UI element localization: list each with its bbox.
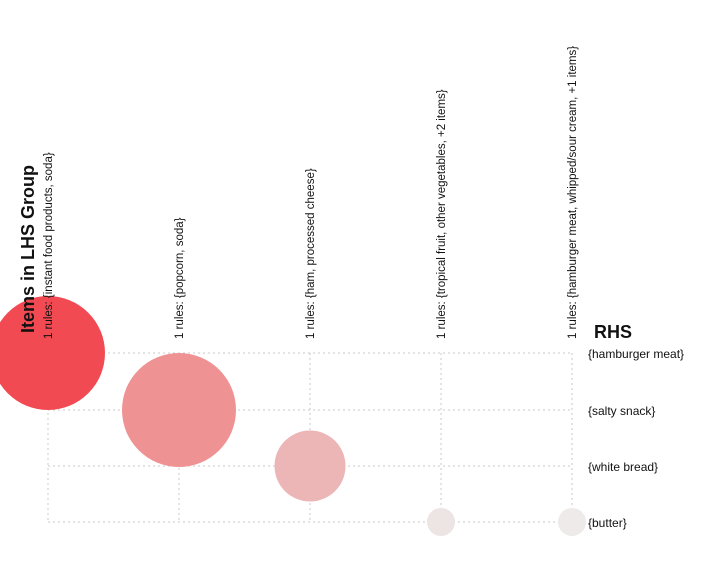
bubble-point[interactable]: 1 rules: {instant food products, soda} →… — [0, 296, 105, 410]
column-label: 1 rules: {popcorn, soda} — [174, 217, 186, 339]
column-label: 1 rules: {ham, processed cheese} — [305, 168, 317, 339]
x-axis-title: Items in LHS Group — [18, 165, 38, 333]
column-labels: 1 rules: {instant food products, soda} 1 … — [43, 46, 579, 339]
bubble-point[interactable]: 1 rules: {hamburger meat, whipped/sour c… — [557, 507, 587, 537]
point-layer: 1 rules: {instant food products, soda} →… — [0, 296, 587, 537]
row-label: {white bread} — [588, 460, 658, 474]
bubble-point[interactable]: 1 rules: {popcorn, soda} → {salty snack} — [122, 353, 236, 467]
bubble-point[interactable]: 1 rules: {tropical fruit, other vegetabl… — [426, 507, 456, 537]
row-label: {salty snack} — [588, 404, 655, 418]
y-axis-title: RHS — [594, 322, 632, 342]
column-label: 1 rules: {hamburger meat, whipped/sour c… — [567, 46, 579, 339]
column-label: 1 rules: {tropical fruit, other vegetabl… — [436, 89, 448, 339]
column-label: 1 rules: {instant food products, soda} — [43, 152, 55, 339]
row-labels: {hamburger meat} {salty snack} {white brea… — [588, 347, 684, 530]
bubble-point[interactable]: 1 rules: {ham, processed cheese} → {whit… — [274, 430, 346, 502]
row-label: {butter} — [588, 516, 627, 530]
row-label: {hamburger meat} — [588, 347, 684, 361]
